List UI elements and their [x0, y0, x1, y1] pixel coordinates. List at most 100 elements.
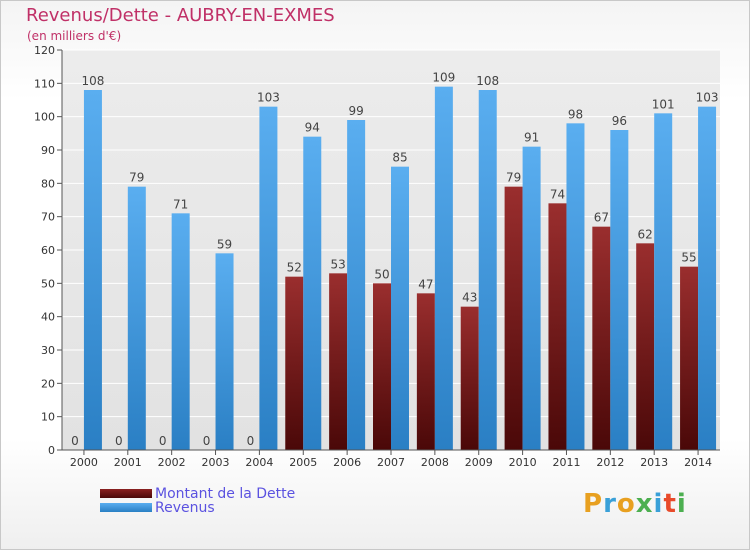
- bar-dette-2008: [416, 293, 435, 450]
- y-tick-label: 20: [41, 377, 55, 390]
- bar-dette-2011: [548, 203, 567, 450]
- logo-letter: i: [676, 489, 687, 519]
- bar-revenus-2014: [698, 106, 717, 451]
- bars: [83, 86, 717, 451]
- bar-revenus-2011: [566, 123, 585, 450]
- x-tick-label-2013: 2013: [640, 456, 668, 469]
- y-tick-label: 110: [34, 77, 55, 90]
- logo-letter: P: [583, 489, 604, 519]
- label-dette-2003: 0: [203, 434, 211, 448]
- label-dette-2011: 74: [550, 187, 565, 201]
- label-revenus-2012: 96: [612, 114, 627, 128]
- label-dette-2006: 53: [330, 257, 345, 271]
- label-dette-2004: 0: [247, 434, 255, 448]
- y-tick-label: 30: [41, 344, 55, 357]
- x-tick-label-2010: 2010: [509, 456, 537, 469]
- bar-revenus-2002: [171, 213, 190, 450]
- logo-letter: x: [635, 489, 654, 519]
- label-dette-2001: 0: [115, 434, 123, 448]
- label-dette-2012: 67: [594, 211, 609, 225]
- label-dette-2005: 52: [287, 261, 302, 275]
- bar-revenus-2013: [654, 113, 673, 450]
- proxiti-logo: Proxiti: [583, 489, 687, 519]
- label-revenus-2003: 59: [217, 237, 232, 251]
- bar-revenus-2001: [127, 186, 146, 450]
- label-dette-2000: 0: [71, 434, 79, 448]
- label-dette-2007: 50: [374, 267, 389, 281]
- bar-revenus-2009: [478, 90, 497, 450]
- x-tick-label-2005: 2005: [289, 456, 317, 469]
- bar-dette-2013: [636, 243, 655, 450]
- x-axis: 2000 2001 2002 2003 2004 2005 2006 2007 2008 2009…: [62, 449, 720, 469]
- x-tick-label-2003: 2003: [202, 456, 230, 469]
- label-revenus-2000: 108: [81, 74, 104, 88]
- chart-subtitle: (en milliers d'€): [27, 29, 122, 43]
- x-tick-label-2007: 2007: [377, 456, 405, 469]
- x-tick-label-2001: 2001: [114, 456, 142, 469]
- label-revenus-2005: 94: [305, 121, 320, 135]
- logo-letter: i: [653, 489, 664, 519]
- legend-swatch-debt: [100, 489, 152, 498]
- label-revenus-2011: 98: [568, 107, 583, 121]
- bar-revenus-2010: [522, 146, 541, 450]
- label-revenus-2009: 108: [476, 74, 499, 88]
- y-tick-label: 0: [48, 444, 55, 457]
- label-revenus-2014: 103: [696, 91, 719, 105]
- label-dette-2014: 55: [681, 251, 696, 265]
- y-tick-label: 70: [41, 211, 55, 224]
- x-tick-label-2000: 2000: [70, 456, 98, 469]
- bar-dette-2010: [504, 186, 523, 450]
- label-revenus-2001: 79: [129, 171, 144, 185]
- y-tick-label: 90: [41, 144, 55, 157]
- bar-revenus-2008: [434, 86, 453, 451]
- x-tick-label-2014: 2014: [684, 456, 712, 469]
- label-revenus-2004: 103: [257, 91, 280, 105]
- y-tick-label: 50: [41, 277, 55, 290]
- label-revenus-2007: 85: [392, 151, 407, 165]
- logo-letter: r: [603, 489, 617, 519]
- label-revenus-2006: 99: [348, 104, 363, 118]
- y-tick-label: 40: [41, 311, 55, 324]
- x-tick-label-2012: 2012: [596, 456, 624, 469]
- bar-dette-2014: [680, 266, 699, 450]
- label-dette-2010: 79: [506, 171, 521, 185]
- label-dette-2008: 47: [418, 277, 433, 291]
- x-tick-label-2002: 2002: [158, 456, 186, 469]
- label-dette-2002: 0: [159, 434, 167, 448]
- bar-dette-2012: [592, 226, 611, 450]
- data-labels: 0 108 0 79 0 71 0 59 0 103 52 94 53 99 50 85 47 109 43 108 7…: [71, 71, 718, 448]
- y-axis: 0 10 20 30 40 50 60 70 80 90 100 110 120: [34, 44, 63, 457]
- bar-revenus-2006: [347, 120, 366, 450]
- bar-dette-2006: [329, 273, 348, 450]
- label-revenus-2010: 91: [524, 131, 539, 145]
- bar-dette-2005: [285, 276, 304, 450]
- label-dette-2013: 62: [638, 227, 653, 241]
- legend-label-debt: Montant de la Dette: [155, 486, 296, 502]
- bar-dette-2007: [373, 283, 391, 450]
- x-tick-label-2011: 2011: [552, 456, 580, 469]
- label-revenus-2013: 101: [652, 97, 675, 111]
- label-revenus-2002: 71: [173, 197, 188, 211]
- x-tick-label-2008: 2008: [421, 456, 449, 469]
- y-tick-label: 80: [41, 177, 55, 190]
- label-revenus-2008: 109: [432, 71, 455, 85]
- x-tick-label-2009: 2009: [465, 456, 493, 469]
- chart-title: Revenus/Dette - AUBRY-EN-EXMES: [26, 5, 335, 26]
- x-tick-label-2006: 2006: [333, 456, 361, 469]
- y-tick-label: 100: [34, 111, 55, 124]
- label-dette-2009: 43: [462, 291, 477, 305]
- bar-revenus-2004: [259, 106, 278, 451]
- legend-swatch-revenus: [100, 503, 152, 512]
- y-tick-label: 10: [41, 411, 55, 424]
- logo-letter: o: [616, 489, 636, 519]
- y-tick-label: 60: [41, 244, 55, 257]
- bar-revenus-2007: [391, 166, 409, 450]
- bar-revenus-2003: [215, 253, 234, 450]
- bar-revenus-2012: [610, 130, 629, 450]
- bar-revenus-2005: [303, 136, 322, 450]
- y-tick-label: 120: [34, 44, 55, 57]
- x-tick-label-2004: 2004: [245, 456, 273, 469]
- bar-dette-2009: [460, 306, 479, 450]
- bar-revenus-2000: [83, 90, 102, 450]
